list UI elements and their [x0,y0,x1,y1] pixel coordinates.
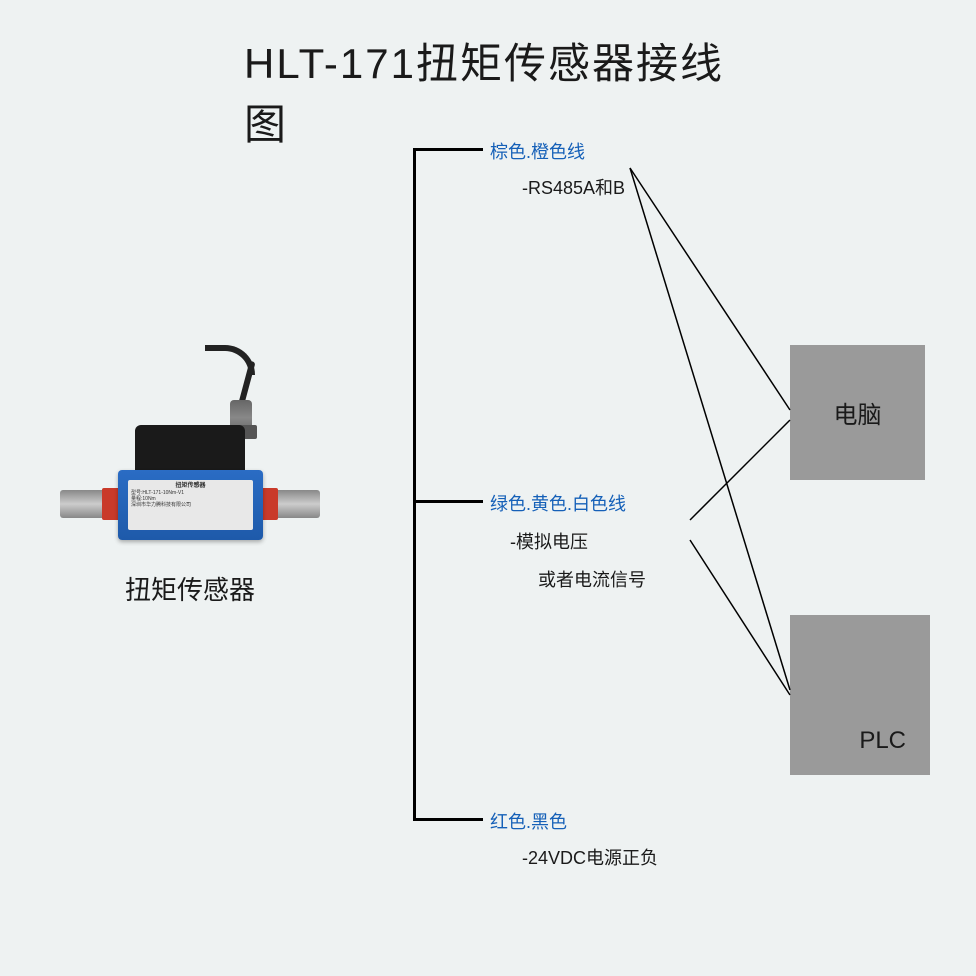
wire-middle-color-label: 绿色.黄色.白色线 [490,490,646,516]
plc-box: PLC [790,615,930,775]
computer-label: 电脑 [834,395,882,430]
wire-bottom-labels: 红色.黑色 -24VDC电源正负 [490,808,658,870]
wire-bottom-color-label: 红色.黑色 [490,808,658,834]
wire-top-desc: -RS485A和B [522,174,625,200]
sensor-caption: 扭矩传感器 [125,570,255,607]
wire-branch-bottom [413,818,483,821]
sensor-graphic: 扭矩传感器 型号:HLT-171-10Nm-V1 量程:10Nm 深圳市华力腾科… [60,370,320,550]
sensor-top-housing [135,425,245,475]
sensor-device: 扭矩传感器 型号:HLT-171-10Nm-V1 量程:10Nm 深圳市华力腾科… [60,370,320,550]
computer-box: 电脑 [790,345,925,480]
wire-branch-middle [413,500,483,503]
page-title: HLT-171扭矩传感器接线图 [244,30,732,152]
wire-middle-desc2: 或者电流信号 [538,566,646,592]
plc-label: PLC [859,727,906,755]
wire-bottom-desc: -24VDC电源正负 [522,844,658,870]
wire-top-labels: 棕色.橙色线 -RS485A和B [490,138,625,200]
wire-trunk-vertical [413,148,416,818]
wire-branch-top [413,148,483,151]
wire-middle-labels: 绿色.黄色.白色线 -模拟电压 或者电流信号 [490,490,646,592]
wire-top-color-label: 棕色.橙色线 [490,138,625,164]
wire-middle-desc1: -模拟电压 [510,528,646,554]
sensor-label-plate: 扭矩传感器 型号:HLT-171-10Nm-V1 量程:10Nm 深圳市华力腾科… [128,480,253,530]
